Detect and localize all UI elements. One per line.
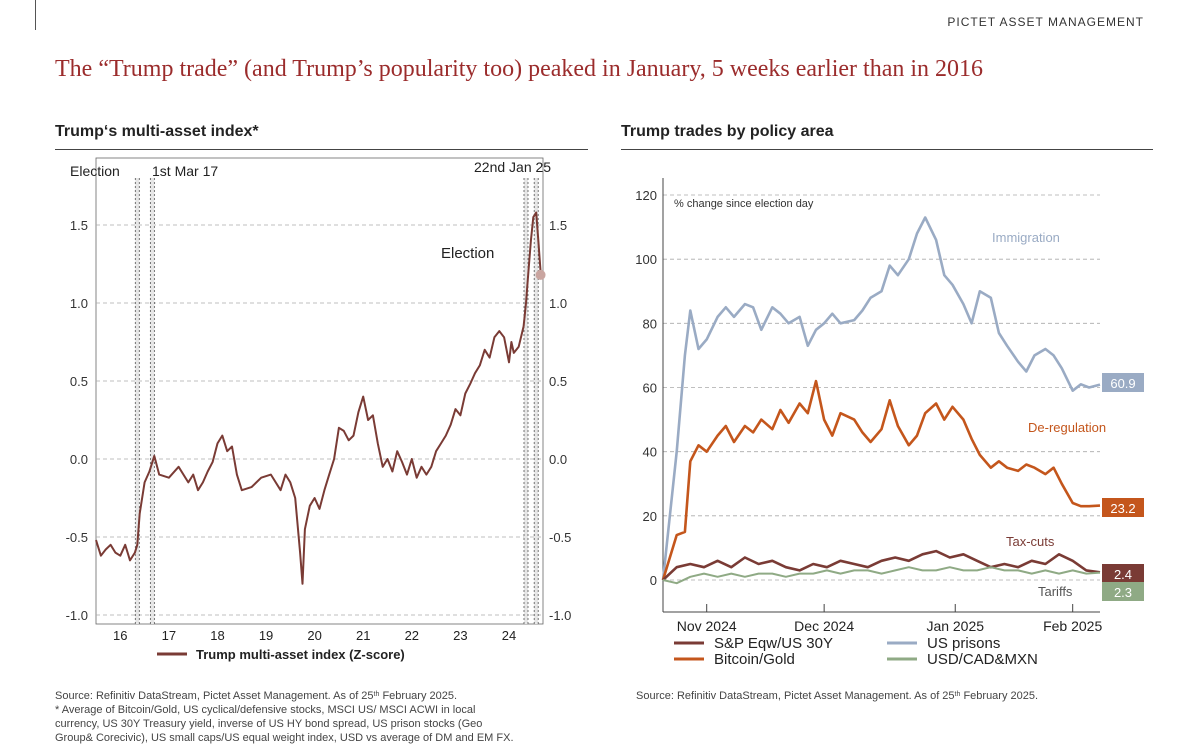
right-series (661, 216, 1101, 585)
left-x-tick-label: 19 (259, 628, 273, 643)
left-y-tick-label: 1.5 (70, 218, 88, 233)
end-value-box-tariffs (1102, 582, 1144, 601)
left-legend-label: Trump multi-asset index (Z-score) (196, 647, 405, 662)
footnote-line: * Average of Bitcoin/Gold, US cyclical/d… (55, 704, 476, 716)
end-value-box-immigration (1102, 373, 1144, 392)
annotation-22nd-jan-25: 22nd Jan 25 (474, 159, 551, 175)
right-x-tick-label: Jan 2025 (926, 618, 984, 634)
annotation-election-2016: Election (70, 163, 120, 179)
series-name-deregulation: De-regulation (1028, 420, 1106, 435)
left-plot-frame (95, 157, 544, 625)
event-band (150, 178, 155, 624)
right-y-tick-label: 0 (650, 573, 657, 588)
right-y-tick-label: 1.5 (549, 218, 567, 233)
right-source-pre: Source: Refinitiv DataStream, Pictet Ass… (636, 690, 955, 702)
end-value-immigration: 60.9 (1110, 376, 1135, 391)
series-line-tariffs (662, 566, 1101, 585)
right-y-tick-label: 1.0 (549, 296, 567, 311)
end-value-box-taxcuts (1102, 564, 1144, 583)
end-value-deregulation: 23.2 (1110, 501, 1135, 516)
legend-label-taxcuts: S&P Eqw/US 30Y (714, 635, 833, 652)
left-axis-ticks: 1.5 1.5 1.0 1.0 0.5 0.5 0.0 0.0 -0.5 -0.5 -1.0 -1.0… (66, 218, 572, 643)
right-y-tick-label: 120 (635, 188, 657, 203)
left-x-tick-label: 17 (162, 628, 176, 643)
right-x-tick-label: Nov 2024 (677, 618, 737, 634)
left-y-tick-label: -1.0 (66, 608, 88, 623)
left-y-tick-label: 0.0 (70, 452, 88, 467)
left-x-tick-label: 24 (502, 628, 516, 643)
legend-label-tariffs: USD/CAD&MXN (927, 651, 1038, 668)
left-subtitle: Trump‘s multi-asset index* (55, 123, 259, 140)
footnote-line: currency, US 30Y Treasury yield, inverse… (55, 718, 483, 730)
left-source-sup: th (373, 691, 380, 698)
brand-name: PICTET ASSET MANAGEMENT (947, 15, 1144, 29)
right-subtitle-rule (621, 149, 1153, 150)
end-value-box-deregulation (1102, 498, 1144, 517)
left-x-tick-label: 21 (356, 628, 370, 643)
right-y-tick-label: 100 (635, 252, 657, 267)
left-event-lines (134, 178, 539, 624)
end-value-taxcuts: 2.4 (1114, 567, 1132, 582)
legend-label-deregulation: Bitcoin/Gold (714, 651, 795, 668)
index-line (95, 211, 542, 585)
event-band (534, 178, 539, 624)
left-x-tick-label: 20 (307, 628, 321, 643)
left-x-tick-label: 18 (210, 628, 224, 643)
annotation-election-2024: Election (441, 245, 494, 262)
left-x-tick-label: 16 (113, 628, 127, 643)
left-y-tick-label: 0.5 (70, 374, 88, 389)
event-band (135, 178, 140, 624)
left-y-tick-label: -0.5 (66, 530, 88, 545)
right-y-tick-label: 0.5 (549, 374, 567, 389)
end-value-tariffs: 2.3 (1114, 585, 1132, 600)
right-source-sup: th (954, 691, 961, 698)
series-name-immigration: Immigration (992, 230, 1060, 245)
series-name-taxcuts: Tax-cuts (1006, 534, 1055, 549)
right-y-axis-label: % change since election day (674, 198, 814, 210)
series-line-taxcuts (662, 549, 1101, 581)
event-band (523, 178, 528, 624)
right-y-tick-label: 80 (643, 316, 657, 331)
series-line-deregulation (661, 379, 1101, 581)
series-name-tariffs: Tariffs (1038, 584, 1073, 599)
annotation-1st-mar-17: 1st Mar 17 (152, 163, 218, 179)
right-subtitle: Trump trades by policy area (621, 123, 834, 140)
left-source-note: Source: Refinitiv DataStream, Pictet Ass… (55, 689, 595, 745)
right-y-tick-label: 40 (643, 445, 657, 460)
left-subtitle-rule (55, 149, 588, 150)
left-annotations: Election 1st Mar 17 22nd Jan 25 Election (70, 159, 551, 280)
left-x-tick-label: 23 (453, 628, 467, 643)
left-series (95, 211, 542, 585)
right-gridlines (663, 194, 1100, 581)
left-x-tick-label: 22 (405, 628, 419, 643)
footnote-line: Group& Corecivic), US small caps/US equa… (55, 732, 514, 744)
top-divider (35, 0, 36, 30)
page-title: The “Trump trade” (and Trump’s popularit… (55, 56, 984, 82)
right-y-tick-label: 60 (643, 381, 657, 396)
right-y-tick-label: 20 (643, 509, 657, 524)
left-source-pre: Source: Refinitiv DataStream, Pictet Ass… (55, 690, 374, 702)
right-y-tick-label: -1.0 (549, 608, 571, 623)
right-x-tick-label: Feb 2025 (1043, 618, 1102, 634)
right-source-post: February 2025. (960, 690, 1039, 702)
right-y-tick-label: 0.0 (549, 452, 567, 467)
right-source-note: Source: Refinitiv DataStream, Pictet Ass… (636, 689, 1156, 703)
right-y-tick-label: -0.5 (549, 530, 571, 545)
left-gridlines (96, 224, 543, 616)
right-series-labels: Immigration 60.9 De-regulation 23.2 Tax-cuts… (992, 230, 1144, 601)
index-endpoint-marker (535, 269, 546, 280)
left-source-post: February 2025. (379, 690, 458, 702)
series-line-immigration (661, 216, 1101, 581)
right-axis-ticks: 120 100 80 60 40 20 0 Nov 2024 Dec 2024 Jan 2025 F… (635, 188, 1102, 634)
legend-label-immigration: US prisons (927, 635, 1000, 652)
left-y-tick-label: 1.0 (70, 296, 88, 311)
right-x-tick-label: Dec 2024 (794, 618, 854, 634)
